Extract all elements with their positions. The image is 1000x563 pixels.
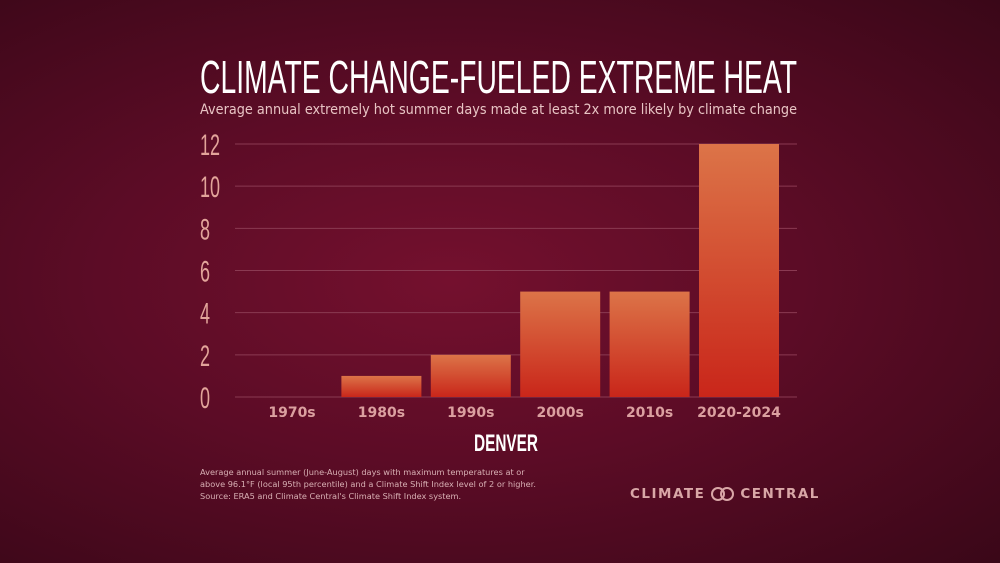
logo-text-right: CENTRAL — [740, 486, 820, 502]
y-tick-label: 0 — [200, 383, 210, 416]
y-tick-label: 4 — [200, 298, 210, 331]
x-axis-label: DENVER — [474, 430, 538, 457]
x-tick-label: 2010s — [626, 405, 673, 421]
bar-2000s — [520, 291, 601, 397]
bar-2020-2024 — [699, 144, 779, 397]
chart-title: CLIMATE CHANGE-FUELED EXTREME HEAT — [200, 51, 797, 103]
bar-1990s — [430, 354, 511, 397]
footnote: Average annual summer (June-August) days… — [200, 466, 560, 502]
footnote-line: Average annual summer (June-August) days… — [200, 467, 525, 477]
bar-2010s — [609, 291, 690, 397]
x-tick-label: 1970s — [268, 405, 315, 421]
footnote-line: above 96.1°F (local 95th percentile) and… — [200, 479, 536, 489]
climate-central-logo: CLIMATE CENTRAL — [630, 486, 820, 502]
y-tick-label: 6 — [200, 256, 210, 289]
x-tick-label: 1990s — [447, 405, 494, 421]
y-tick-label: 12 — [200, 130, 220, 163]
chart-subtitle: Average annual extremely hot summer days… — [200, 102, 797, 118]
bar-1980s — [341, 375, 422, 397]
x-tick-label: 1980s — [358, 405, 405, 421]
logo-rings-icon — [711, 487, 735, 501]
y-tick-label: 2 — [200, 340, 210, 373]
logo-text-left: CLIMATE — [630, 486, 706, 502]
x-tick-label: 2000s — [537, 405, 584, 421]
y-tick-label: 10 — [200, 172, 220, 205]
footnote-source: Source: ERA5 and Climate Central's Clima… — [200, 491, 462, 501]
x-tick-label: 2020-2024 — [697, 405, 781, 421]
y-tick-label: 8 — [200, 214, 210, 247]
